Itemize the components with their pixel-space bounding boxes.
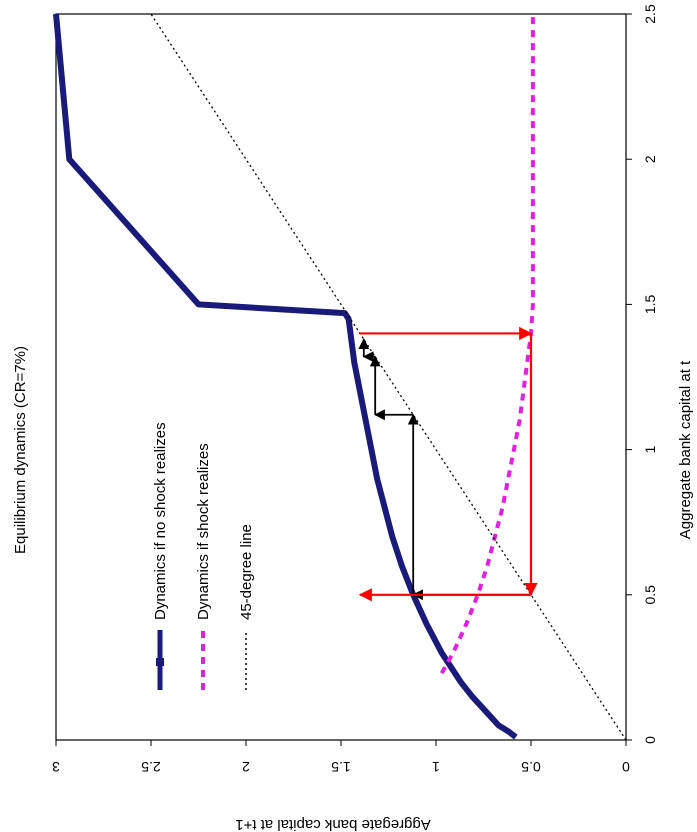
- y-tick-label: 0: [622, 759, 630, 775]
- x-tick-label: 0.5: [642, 585, 658, 605]
- series-line-1: [439, 14, 535, 675]
- series-line-2: [150, 13, 627, 741]
- y-axis-label: Aggregate bank capital at t+1: [235, 816, 431, 832]
- arrow-layer: [358, 326, 538, 602]
- y-axis-ticks: 0 0.5 1 1.5 2 2.5 3: [52, 740, 630, 775]
- x-axis-ticks: 0 0.5 1 1.5 2 2.5: [626, 4, 658, 744]
- x-tick-label: 1.5: [642, 294, 658, 314]
- x-tick-label: 2.5: [642, 4, 658, 24]
- x-axis-label: Aggregate bank capital at t: [677, 360, 694, 539]
- legend-label-no-shock: Dynamics if no shock realizes: [152, 422, 169, 620]
- y-tick-label: 1: [432, 759, 440, 775]
- y-tick-label: 2.5: [141, 759, 161, 775]
- legend-marker-no-shock: [156, 658, 164, 666]
- y-tick-label: 2: [242, 759, 250, 775]
- x-tick-label: 2: [642, 155, 658, 163]
- y-tick-label: 0.5: [521, 759, 541, 775]
- legend-label-45: 45-degree line: [238, 524, 255, 620]
- plot-frame: [55, 13, 627, 741]
- x-tick-label: 1: [642, 445, 658, 453]
- series-line-0: [53, 13, 518, 740]
- legend-label-shock: Dynamics if shock realizes: [195, 443, 212, 620]
- chart-title: Equilibrium dynamics (CR=7%): [12, 346, 29, 554]
- y-tick-label: 3: [52, 759, 60, 775]
- legend: Dynamics if no shock realizes Dynamics i…: [152, 422, 255, 690]
- series-layer: [53, 13, 627, 741]
- x-tick-label: 0: [642, 736, 658, 744]
- y-tick-label: 1.5: [331, 759, 351, 775]
